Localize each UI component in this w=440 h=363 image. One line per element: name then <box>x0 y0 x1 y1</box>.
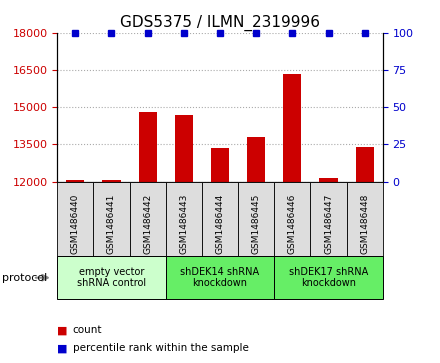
Text: ■: ■ <box>57 325 68 335</box>
Text: GSM1486448: GSM1486448 <box>360 194 369 254</box>
Text: GSM1486447: GSM1486447 <box>324 194 333 254</box>
Text: GSM1486444: GSM1486444 <box>216 194 224 254</box>
Bar <box>139 112 157 182</box>
Text: GSM1486440: GSM1486440 <box>71 194 80 254</box>
Bar <box>247 137 265 182</box>
Text: percentile rank within the sample: percentile rank within the sample <box>73 343 249 354</box>
Text: shDEK17 shRNA
knockdown: shDEK17 shRNA knockdown <box>289 267 368 289</box>
Bar <box>356 147 374 182</box>
Text: GSM1486446: GSM1486446 <box>288 194 297 254</box>
Bar <box>211 148 229 182</box>
Text: empty vector
shRNA control: empty vector shRNA control <box>77 267 146 289</box>
Text: GSM1486441: GSM1486441 <box>107 194 116 254</box>
Title: GDS5375 / ILMN_2319996: GDS5375 / ILMN_2319996 <box>120 15 320 31</box>
Bar <box>319 178 337 182</box>
Bar <box>66 180 84 182</box>
Bar <box>283 74 301 182</box>
Text: count: count <box>73 325 102 335</box>
Text: ■: ■ <box>57 343 68 354</box>
Text: GSM1486443: GSM1486443 <box>180 194 188 254</box>
Text: GSM1486442: GSM1486442 <box>143 194 152 254</box>
Bar <box>175 115 193 182</box>
Text: shDEK14 shRNA
knockdown: shDEK14 shRNA knockdown <box>180 267 260 289</box>
Text: protocol: protocol <box>2 273 48 283</box>
Text: GSM1486445: GSM1486445 <box>252 194 260 254</box>
Bar <box>103 180 121 182</box>
